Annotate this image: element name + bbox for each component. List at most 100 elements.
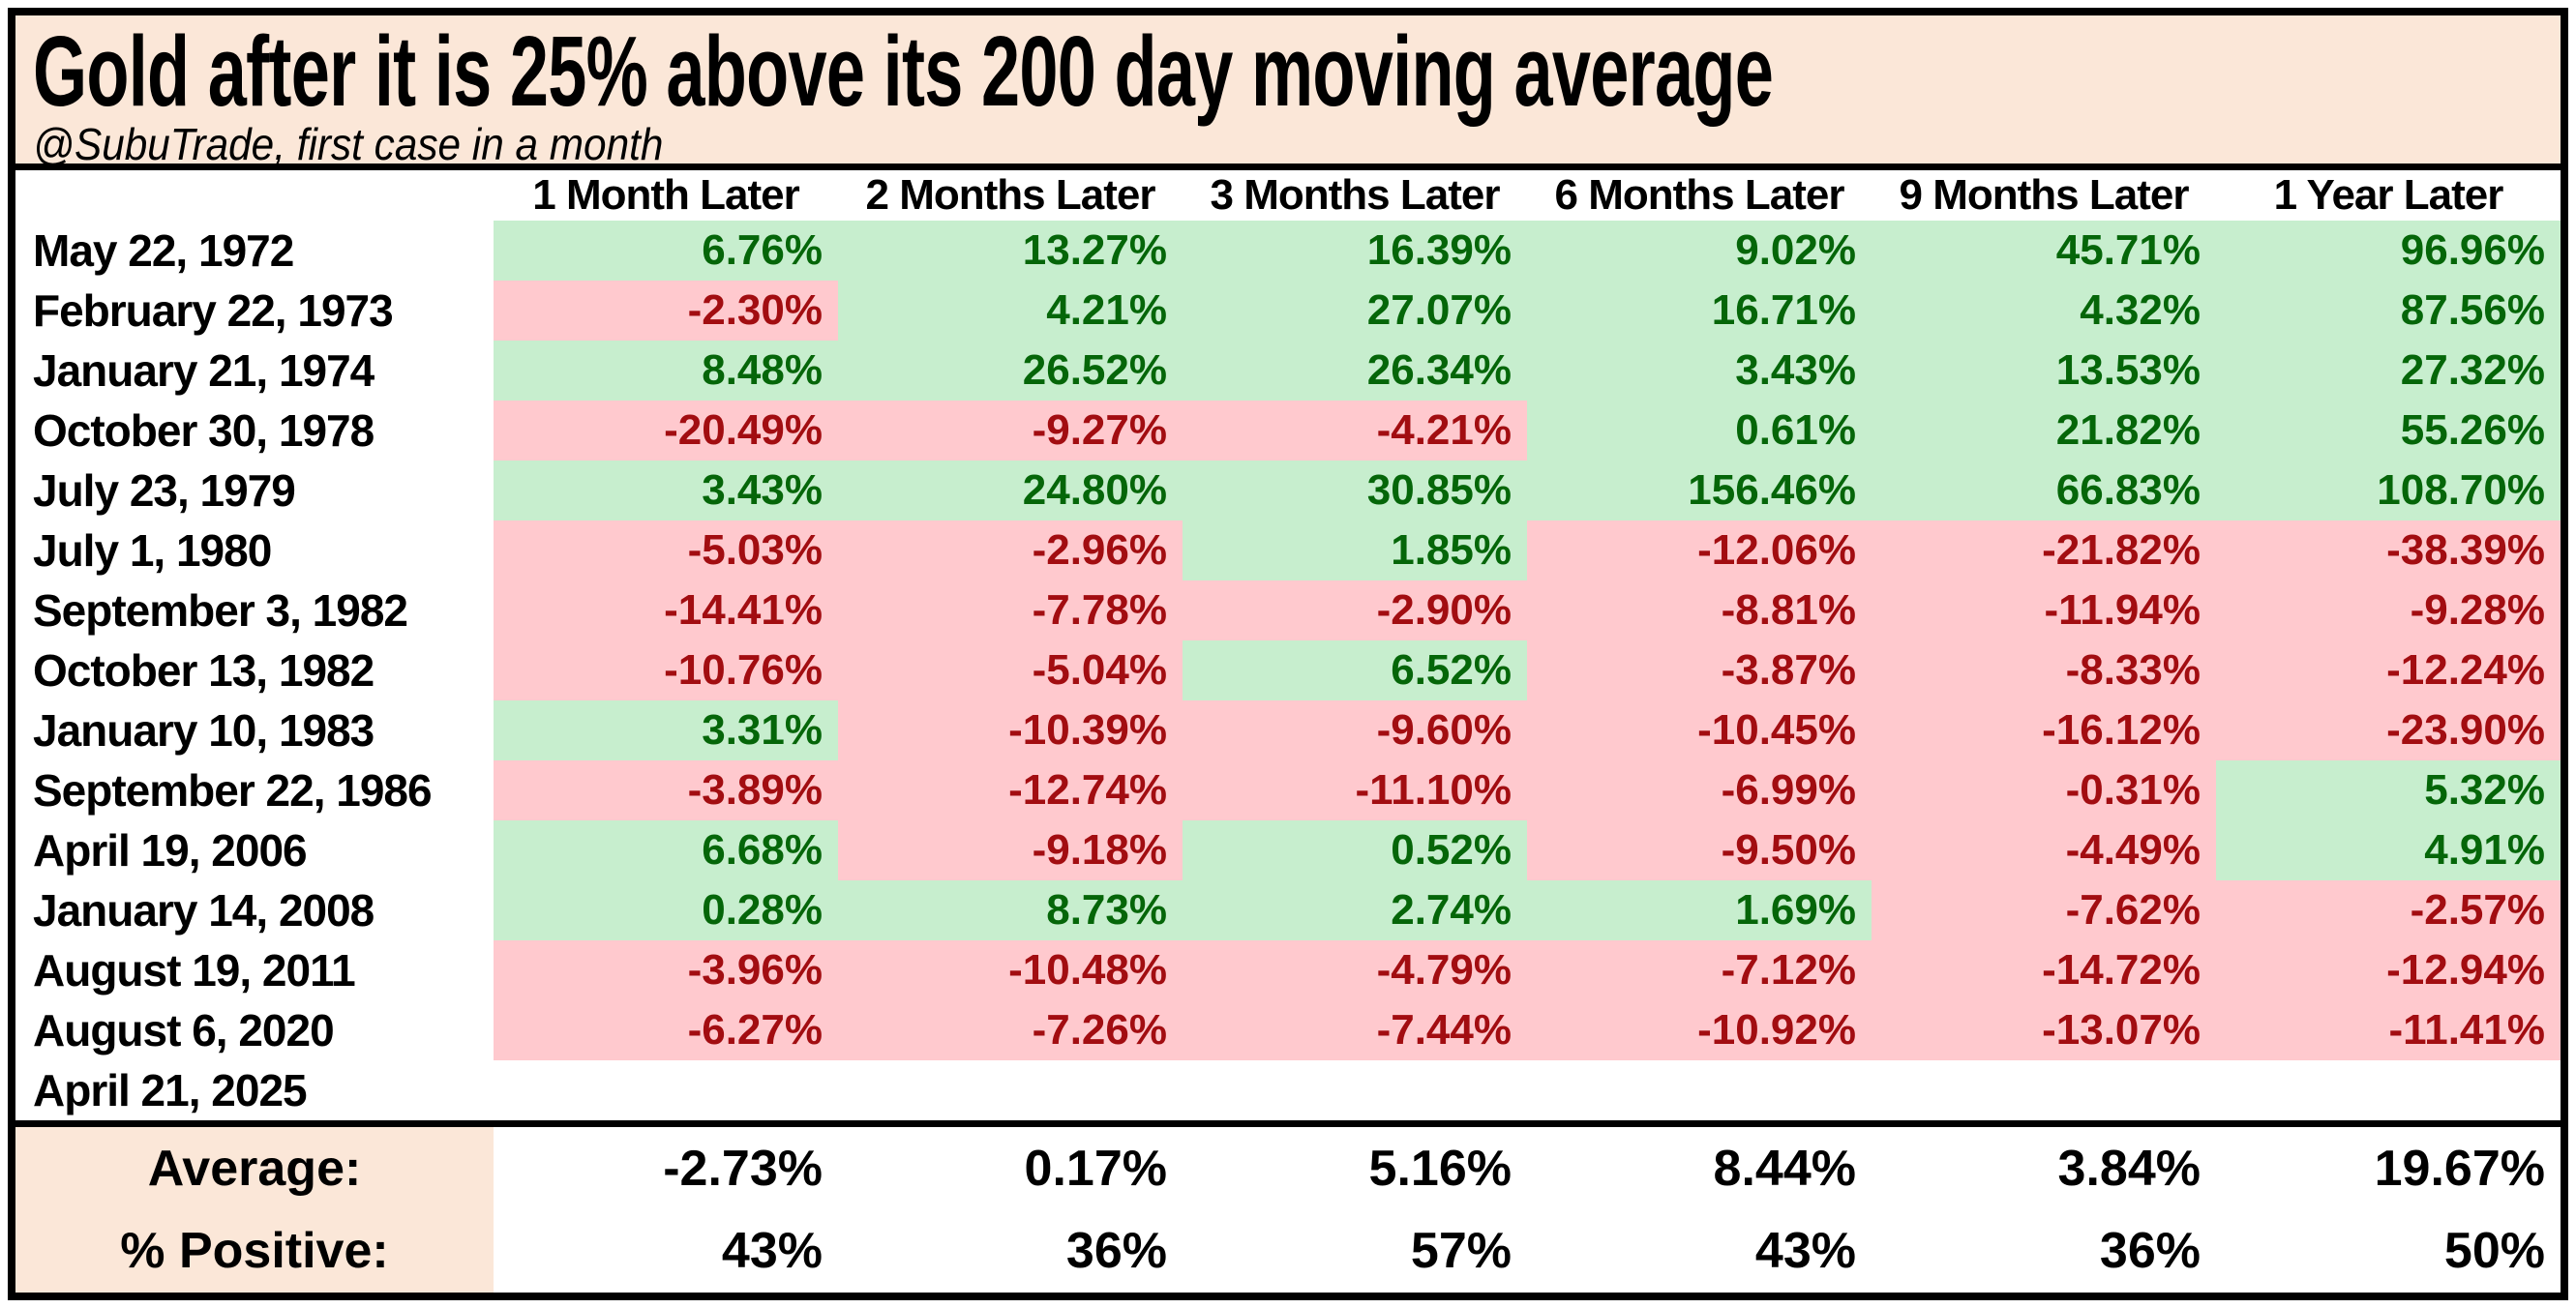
return-cell: -2.30% <box>494 281 838 341</box>
return-cell: 16.39% <box>1183 221 1527 281</box>
return-cell: 26.52% <box>838 341 1183 401</box>
table-body: May 22, 1972 6.76% 13.27% 16.39% 9.02% 45.71%… <box>15 221 2561 1120</box>
table-row: April 19, 2006 6.68% -9.18% 0.52% -9.50% -4.4… <box>15 820 2561 880</box>
return-cell: 27.07% <box>1183 281 1527 341</box>
return-cell: 4.91% <box>2216 820 2561 880</box>
return-cell: 1.85% <box>1183 520 1527 580</box>
return-cell: -10.76% <box>494 640 838 700</box>
table-header-row: 1 Month Later 2 Months Later 3 Months Late… <box>15 170 2561 221</box>
return-cell <box>1872 1060 2216 1120</box>
return-cell: 3.31% <box>494 700 838 760</box>
return-cell: 27.32% <box>2216 341 2561 401</box>
return-cell: -8.81% <box>1527 580 1872 640</box>
return-cell: -0.31% <box>1872 760 2216 820</box>
return-cell: -9.18% <box>838 820 1183 880</box>
return-cell: 45.71% <box>1872 221 2216 281</box>
return-cell: -20.49% <box>494 401 838 461</box>
table-row: August 19, 2011 -3.96% -10.48% -4.79% -7.12%… <box>15 940 2561 1000</box>
return-cell: -9.50% <box>1527 820 1872 880</box>
return-cell <box>1183 1060 1527 1120</box>
return-cell: -10.92% <box>1527 1000 1872 1060</box>
return-cell: -4.49% <box>1872 820 2216 880</box>
summary-row: % Positive: 43% 36% 57% 43% 36% 50% <box>15 1209 2561 1293</box>
return-cell: -7.26% <box>838 1000 1183 1060</box>
page-title: Gold after it is 25% above its 200 day m… <box>33 15 1774 127</box>
summary-value: 8.44% <box>1527 1127 1872 1210</box>
return-cell: -8.33% <box>1872 640 2216 700</box>
return-cell: 66.83% <box>1872 461 2216 520</box>
summary-value: -2.73% <box>494 1127 838 1210</box>
return-cell: 1.69% <box>1527 880 1872 940</box>
return-cell: -11.10% <box>1183 760 1527 820</box>
return-cell <box>1527 1060 1872 1120</box>
return-cell: -9.27% <box>838 401 1183 461</box>
summary-value: 57% <box>1183 1209 1527 1293</box>
return-cell: 16.71% <box>1527 281 1872 341</box>
return-cell: -3.96% <box>494 940 838 1000</box>
return-cell: 2.74% <box>1183 880 1527 940</box>
table-row: May 22, 1972 6.76% 13.27% 16.39% 9.02% 45.71%… <box>15 221 2561 281</box>
return-cell: -2.90% <box>1183 580 1527 640</box>
table-row: August 6, 2020 -6.27% -7.26% -7.44% -10.92% -… <box>15 1000 2561 1060</box>
return-cell: 4.21% <box>838 281 1183 341</box>
row-date: August 19, 2011 <box>15 940 494 1000</box>
table-row: April 21, 2025 <box>15 1060 2561 1120</box>
return-cell: -23.90% <box>2216 700 2561 760</box>
column-header: 2 Months Later <box>865 171 1156 219</box>
return-cell: -4.21% <box>1183 401 1527 461</box>
summary-value: 43% <box>494 1209 838 1293</box>
return-cell: -2.57% <box>2216 880 2561 940</box>
table-row: July 1, 1980 -5.03% -2.96% 1.85% -12.06% -21.… <box>15 520 2561 580</box>
row-date: October 13, 1982 <box>15 640 494 700</box>
summary-value: 43% <box>1527 1209 1872 1293</box>
summary-value: 36% <box>838 1209 1183 1293</box>
summary-value: 19.67% <box>2216 1127 2561 1210</box>
return-cell: -7.44% <box>1183 1000 1527 1060</box>
column-header: 3 Months Later <box>1210 171 1501 219</box>
table-row: January 14, 2008 0.28% 8.73% 2.74% 1.69% -7.6… <box>15 880 2561 940</box>
row-date: July 23, 1979 <box>15 461 494 520</box>
return-cell: -5.04% <box>838 640 1183 700</box>
table-row: July 23, 1979 3.43% 24.80% 30.85% 156.46% 66.… <box>15 461 2561 520</box>
return-cell: -4.79% <box>1183 940 1527 1000</box>
return-cell: 8.73% <box>838 880 1183 940</box>
return-cell: -10.45% <box>1527 700 1872 760</box>
return-cell: -7.62% <box>1872 880 2216 940</box>
return-cell: 26.34% <box>1183 341 1527 401</box>
return-cell: 5.32% <box>2216 760 2561 820</box>
return-cell: 55.26% <box>2216 401 2561 461</box>
return-cell: 24.80% <box>838 461 1183 520</box>
table-row: January 10, 1983 3.31% -10.39% -9.60% -10.45… <box>15 700 2561 760</box>
return-cell: -13.07% <box>1872 1000 2216 1060</box>
summary-label: % Positive: <box>15 1209 494 1293</box>
row-date: January 21, 1974 <box>15 341 494 401</box>
return-cell: 0.28% <box>494 880 838 940</box>
return-cell: 30.85% <box>1183 461 1527 520</box>
column-header: 6 Months Later <box>1554 171 1845 219</box>
table-row: January 21, 1974 8.48% 26.52% 26.34% 3.43% 13… <box>15 341 2561 401</box>
return-cell <box>494 1060 838 1120</box>
return-cell: 96.96% <box>2216 221 2561 281</box>
column-header: 1 Year Later <box>2273 171 2504 219</box>
return-cell: -12.94% <box>2216 940 2561 1000</box>
title-block: Gold after it is 25% above its 200 day m… <box>15 15 2561 170</box>
return-cell: 6.76% <box>494 221 838 281</box>
return-cell: 156.46% <box>1527 461 1872 520</box>
return-cell: -9.28% <box>2216 580 2561 640</box>
summary-value: 3.84% <box>1872 1127 2216 1210</box>
return-cell: 13.53% <box>1872 341 2216 401</box>
summary-label: Average: <box>15 1127 494 1210</box>
table-row: September 22, 1986 -3.89% -12.74% -11.10% -6… <box>15 760 2561 820</box>
return-cell: -12.24% <box>2216 640 2561 700</box>
table-row: February 22, 1973 -2.30% 4.21% 27.07% 16.71%… <box>15 281 2561 341</box>
summary-value: 50% <box>2216 1209 2561 1293</box>
column-header: 1 Month Later <box>532 171 799 219</box>
summary-section: Average: -2.73% 0.17% 5.16% 8.44% 3.84% 19.67%… <box>15 1120 2561 1293</box>
return-cell: -6.99% <box>1527 760 1872 820</box>
return-cell: -10.48% <box>838 940 1183 1000</box>
return-cell: 6.68% <box>494 820 838 880</box>
return-cell: 87.56% <box>2216 281 2561 341</box>
page-subtitle: @SubuTrade, first case in a month <box>33 119 664 169</box>
return-cell: 8.48% <box>494 341 838 401</box>
